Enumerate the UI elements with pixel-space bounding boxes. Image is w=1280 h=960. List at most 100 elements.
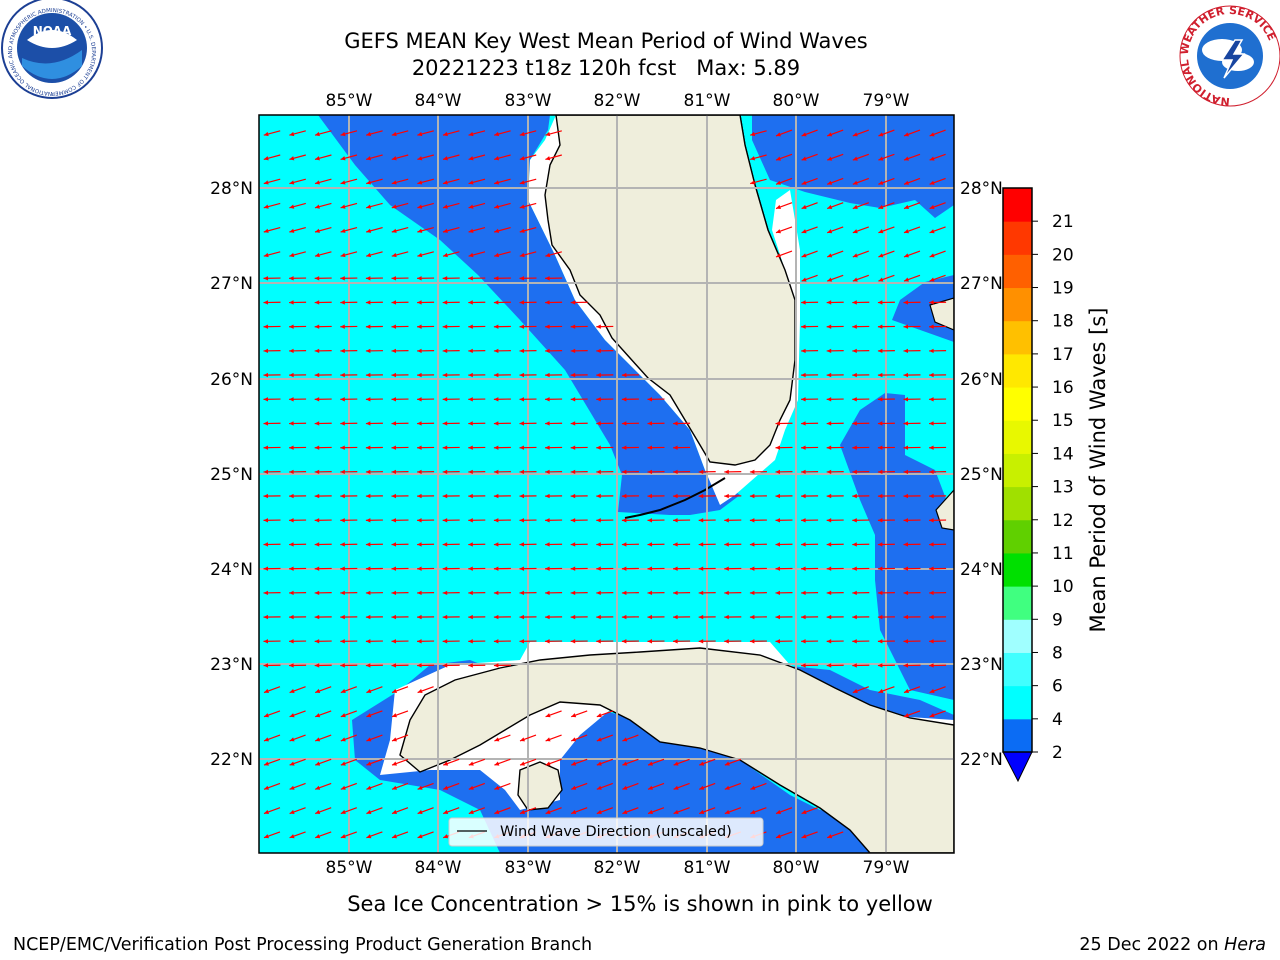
wind-wave-arrow [314, 276, 332, 281]
wind-wave-arrow [852, 372, 870, 378]
wind-wave-arrow [442, 227, 460, 233]
wind-wave-arrow [596, 639, 614, 644]
wind-wave-arrow [365, 445, 383, 450]
wind-wave-arrow [878, 177, 895, 185]
wind-wave-arrow [263, 421, 281, 426]
wind-wave-arrow [340, 782, 357, 790]
wind-wave-arrow [340, 276, 358, 281]
colorbar-tick-label: 16 [1052, 378, 1074, 398]
wind-wave-arrow [365, 397, 383, 402]
wind-wave-arrow [442, 251, 460, 258]
wind-wave-arrow [442, 324, 460, 329]
wind-wave-arrow [263, 227, 281, 233]
wind-wave-arrow [596, 566, 614, 571]
wind-wave-arrow [596, 782, 613, 790]
wind-wave-arrow [673, 614, 691, 620]
wind-wave-arrow [468, 614, 486, 620]
wind-wave-arrow [340, 154, 358, 161]
wind-wave-arrow [929, 445, 947, 450]
wind-wave-arrow [443, 758, 460, 766]
colorbar-tick-label: 20 [1052, 245, 1074, 265]
wind-wave-arrow [801, 445, 819, 450]
wind-wave-arrow [340, 469, 358, 475]
wind-wave-arrow [749, 639, 767, 644]
colorbar-tick-label: 21 [1052, 212, 1074, 232]
wind-wave-arrow [442, 566, 460, 571]
wind-wave-arrow [289, 372, 307, 378]
wind-wave-arrow [827, 226, 844, 234]
wind-wave-arrow [621, 518, 639, 523]
wind-wave-arrow [545, 566, 563, 571]
wind-wave-arrow [749, 566, 767, 571]
wind-wave-arrow [519, 276, 537, 281]
wind-wave-arrow [289, 831, 306, 839]
wind-wave-arrow [314, 445, 332, 450]
wind-wave-arrow [929, 421, 947, 426]
wind-wave-arrow [263, 154, 281, 161]
wind-wave-arrow [468, 251, 486, 258]
wind-wave-arrow [801, 250, 818, 258]
wind-wave-arrow [699, 758, 716, 766]
wind-wave-arrow [494, 782, 511, 790]
wind-wave-arrow [647, 782, 665, 790]
wind-wave-arrow [775, 421, 793, 426]
wind-wave-arrow [519, 130, 537, 137]
wind-wave-arrow [442, 421, 460, 426]
wind-wave-arrow [621, 614, 639, 620]
wind-wave-arrow [647, 639, 665, 644]
wind-wave-arrow [877, 493, 895, 499]
wind-wave-arrow [417, 445, 435, 450]
wind-wave-arrow [519, 348, 537, 354]
wind-wave-arrow [571, 782, 588, 790]
wind-wave-arrow [801, 614, 819, 620]
wind-wave-arrow [647, 590, 665, 596]
wind-wave-arrow [494, 154, 511, 161]
wind-wave-arrow [340, 566, 358, 571]
wind-wave-arrow [596, 542, 614, 547]
wind-wave-arrow [289, 566, 307, 571]
wind-wave-arrow [673, 542, 691, 547]
wind-wave-arrow [801, 177, 818, 185]
wind-wave-arrow [417, 421, 435, 426]
colorbar-tick-label: 13 [1052, 478, 1074, 498]
wind-wave-arrow [749, 590, 767, 596]
cuba [399, 647, 954, 853]
bahamas-island [929, 297, 954, 331]
wind-wave-arrow [596, 614, 614, 620]
wind-wave-arrow [570, 590, 588, 596]
wind-wave-arrow [596, 372, 614, 378]
wind-wave-arrow [391, 469, 409, 475]
lat-label: 28°N [960, 179, 1003, 199]
wind-wave-arrow [903, 663, 921, 668]
wind-wave-arrow [315, 807, 332, 815]
wind-wave-arrow [519, 251, 537, 258]
wind-wave-arrow [826, 397, 844, 402]
wind-wave-arrow [289, 469, 307, 475]
straits-zone-east [840, 393, 954, 700]
wind-wave-arrow [647, 807, 665, 815]
wind-wave-arrow [903, 250, 921, 258]
wind-wave-arrow [493, 663, 511, 668]
wind-wave-arrow [494, 202, 511, 209]
wind-wave-arrow [852, 397, 870, 402]
wind-wave-arrow [468, 397, 486, 402]
wind-wave-arrow [698, 518, 716, 523]
wind-wave-arrow [801, 807, 818, 815]
wind-wave-arrow [340, 710, 357, 718]
wind-wave-arrow [749, 469, 767, 475]
wind-wave-arrow [493, 397, 511, 402]
wind-wave-arrow [929, 493, 947, 499]
wind-wave-arrow [519, 590, 537, 596]
wind-wave-arrow [647, 614, 665, 620]
wind-wave-arrow [365, 614, 383, 620]
wind-wave-arrow [929, 129, 946, 137]
wind-wave-arrow [621, 493, 639, 499]
wind-wave-arrow [827, 831, 844, 839]
wind-wave-arrow [391, 348, 409, 354]
wind-wave-arrow [673, 469, 691, 475]
wind-wave-arrow [827, 153, 844, 161]
wind-wave-arrow [827, 250, 844, 258]
wind-wave-arrow [263, 469, 281, 475]
wind-wave-arrow [366, 734, 383, 742]
wind-wave-arrow [545, 324, 563, 329]
